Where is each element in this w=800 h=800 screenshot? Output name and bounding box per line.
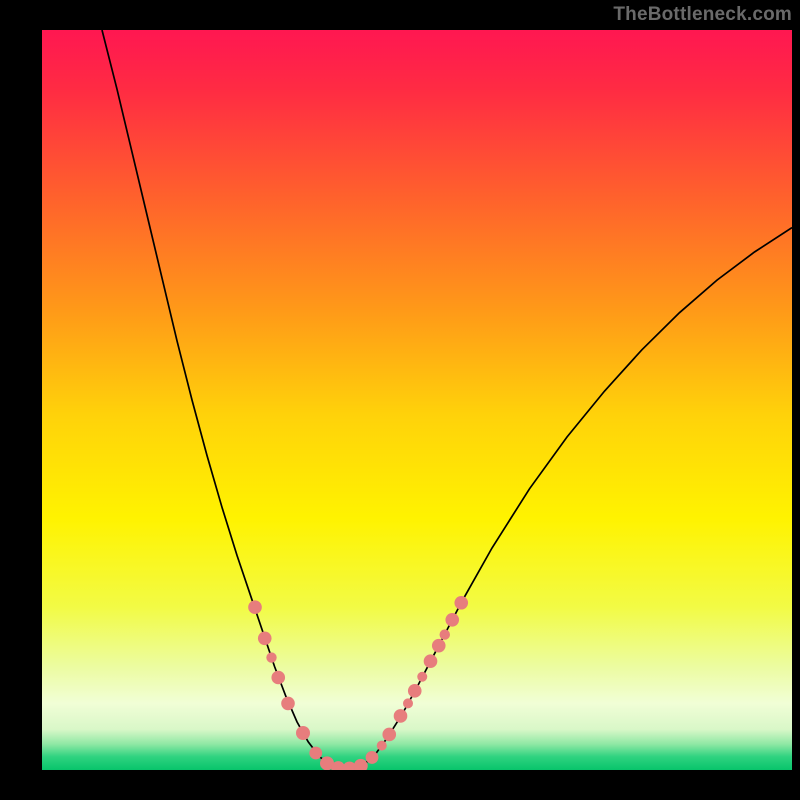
data-marker [266, 652, 276, 662]
data-marker [258, 631, 272, 645]
data-marker [271, 671, 285, 685]
data-marker [424, 654, 438, 668]
data-marker [403, 698, 413, 708]
data-marker [432, 639, 446, 653]
data-marker [394, 709, 408, 723]
data-marker [440, 629, 450, 639]
chart-root: TheBottleneck.com [0, 0, 800, 800]
data-marker [248, 600, 262, 614]
data-marker [281, 697, 295, 711]
plot-area [42, 30, 792, 776]
data-marker [454, 596, 468, 610]
data-marker [445, 613, 459, 627]
watermark-label: TheBottleneck.com [613, 4, 792, 26]
data-marker [408, 684, 422, 698]
chart-svg [0, 0, 800, 800]
data-marker [366, 751, 379, 764]
gradient-fill [42, 30, 792, 770]
data-marker [296, 726, 310, 740]
data-marker [382, 728, 396, 742]
data-marker [417, 672, 427, 682]
data-marker [309, 747, 322, 760]
data-marker [377, 741, 387, 751]
